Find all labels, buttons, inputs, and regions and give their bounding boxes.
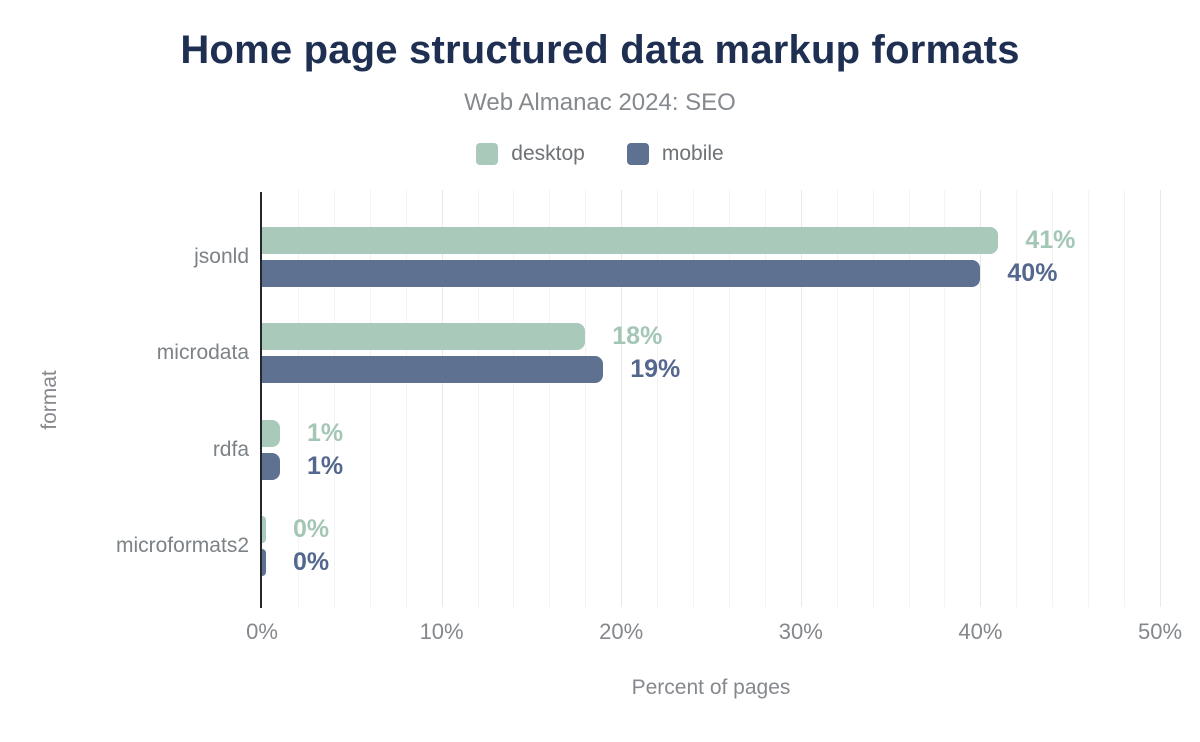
value-label-mobile-rdfa: 1% bbox=[306, 451, 344, 480]
x-tick-label-10: 10% bbox=[419, 619, 464, 644]
legend-swatch-mobile bbox=[626, 143, 649, 165]
category-label-microformats2: microformats2 bbox=[115, 533, 249, 557]
bar-mobile-jsonld[interactable] bbox=[262, 260, 981, 287]
gridline-minor bbox=[1124, 190, 1126, 607]
bar-mobile-microformats2[interactable] bbox=[262, 548, 266, 576]
gridline-minor bbox=[1052, 190, 1054, 607]
bar-line-mobile-jsonld: 40% bbox=[262, 260, 1160, 287]
gridline-minor bbox=[728, 190, 730, 607]
gridline-minor bbox=[908, 190, 910, 607]
gridline-minor bbox=[477, 190, 479, 607]
legend-swatch-desktop bbox=[476, 143, 499, 165]
value-label-desktop-microformats2: 0% bbox=[293, 514, 330, 543]
gridline-major bbox=[800, 190, 802, 607]
y-axis-line bbox=[260, 192, 262, 608]
bar-desktop-rdfa[interactable] bbox=[262, 419, 280, 447]
gridline-minor bbox=[333, 190, 335, 607]
gridline-minor bbox=[405, 190, 407, 607]
value-label-mobile-microdata: 19% bbox=[630, 355, 681, 384]
bar-line-mobile-microdata: 19% bbox=[262, 355, 1160, 384]
bar-line-desktop-jsonld: 41% bbox=[262, 227, 1160, 254]
gridline-minor bbox=[549, 190, 551, 607]
x-axis-title: Percent of pages bbox=[631, 676, 791, 699]
bar-line-desktop-rdfa: 1% bbox=[262, 418, 1160, 447]
legend-label: desktop bbox=[511, 142, 585, 165]
category-label-jsonld: jsonld bbox=[194, 245, 249, 268]
gridline-major bbox=[980, 190, 982, 607]
gridline-major bbox=[1160, 190, 1161, 607]
bar-line-mobile-rdfa: 1% bbox=[262, 451, 1160, 480]
bar-line-desktop-microformats2: 0% bbox=[262, 514, 1160, 543]
bar-line-mobile-microformats2: 0% bbox=[262, 547, 1160, 576]
x-tick-label-50: 50% bbox=[1137, 619, 1183, 644]
category-label-rdfa: rdfa bbox=[212, 437, 249, 461]
x-tick-label-20: 20% bbox=[599, 619, 644, 644]
value-label-mobile-jsonld: 40% bbox=[1007, 259, 1058, 287]
gridline-minor bbox=[369, 190, 371, 607]
legend-item-desktop[interactable]: desktop bbox=[476, 142, 585, 166]
gridline-minor bbox=[1088, 190, 1090, 607]
gridline-minor bbox=[1016, 190, 1018, 607]
bar-group-microdata: 18% 19% bbox=[262, 322, 1160, 384]
gridline-minor bbox=[764, 190, 766, 607]
gridline-major bbox=[441, 190, 443, 607]
gridline-minor bbox=[872, 190, 874, 607]
value-label-mobile-microformats2: 0% bbox=[293, 547, 330, 576]
gridline-minor bbox=[944, 190, 946, 607]
legend-label: mobile bbox=[661, 142, 724, 165]
bar-mobile-rdfa[interactable] bbox=[262, 452, 280, 480]
y-axis-title: format bbox=[38, 370, 61, 430]
legend-item-mobile[interactable]: mobile bbox=[626, 142, 724, 166]
gridline-minor bbox=[657, 190, 659, 607]
bar-desktop-microdata[interactable] bbox=[262, 323, 586, 351]
gridline-major bbox=[621, 190, 623, 607]
x-tick-label-30: 30% bbox=[778, 619, 823, 644]
bar-mobile-microdata[interactable] bbox=[262, 356, 604, 384]
bar-group-rdfa: 1% 1% bbox=[262, 418, 1160, 480]
bar-desktop-microformats2[interactable] bbox=[262, 515, 266, 543]
value-label-desktop-microdata: 18% bbox=[612, 322, 663, 351]
gridline-minor bbox=[585, 190, 587, 607]
gridline-minor bbox=[513, 190, 515, 607]
legend: desktop mobile bbox=[0, 142, 1200, 166]
gridline-minor bbox=[693, 190, 695, 607]
category-label-microdata: microdata bbox=[156, 341, 249, 365]
value-label-desktop-rdfa: 1% bbox=[306, 418, 344, 447]
x-tick-label-0: 0% bbox=[246, 619, 278, 644]
bar-desktop-jsonld[interactable] bbox=[262, 227, 999, 254]
value-label-desktop-jsonld: 41% bbox=[1025, 226, 1076, 254]
bar-group-microformats2: 0% 0% bbox=[262, 514, 1160, 576]
x-tick-label-40: 40% bbox=[958, 619, 1003, 644]
chart-title: Home page structured data markup formats bbox=[180, 28, 1020, 72]
bar-group-jsonld: 41% 40% bbox=[262, 227, 1160, 287]
bar-line-desktop-microdata: 18% bbox=[262, 322, 1160, 351]
gridline-minor bbox=[297, 190, 299, 607]
plot-area: 41% 40% jsonld 18% 19% microdata 1% 1% rdfa 0% 0% m… bbox=[116, 190, 1182, 644]
chart-subtitle: Web Almanac 2024: SEO bbox=[464, 89, 736, 116]
gridline-minor bbox=[836, 190, 838, 607]
